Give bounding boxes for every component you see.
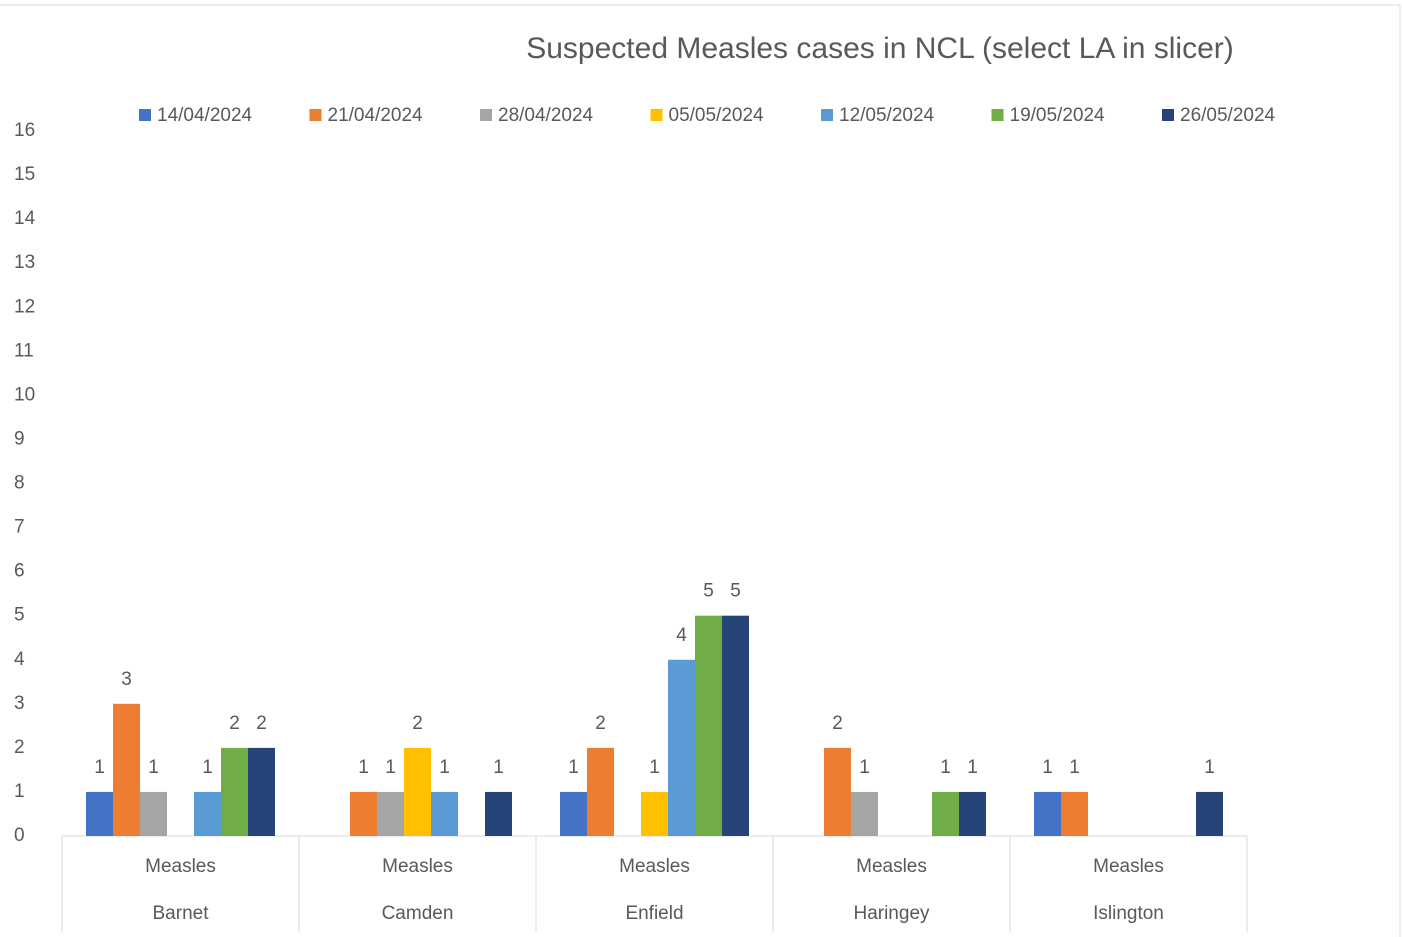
y-tick-label: 7 — [14, 517, 25, 538]
data-label: 5 — [730, 581, 741, 602]
x-tick-label: Measles — [856, 856, 927, 877]
y-tick-label: 3 — [14, 693, 25, 714]
bar — [668, 659, 695, 836]
y-tick-label: 2 — [14, 737, 25, 758]
legend-swatch — [991, 109, 1004, 121]
bar — [377, 791, 404, 836]
x-tick-label: Measles — [382, 856, 453, 877]
bar — [194, 791, 221, 836]
data-label: 1 — [1069, 757, 1080, 778]
legend-label: 19/05/2024 — [1010, 105, 1106, 126]
bar — [722, 615, 749, 836]
y-tick-label: 4 — [14, 649, 25, 670]
bar — [1034, 791, 1061, 836]
data-label: 1 — [493, 757, 504, 778]
y-tick-label: 16 — [14, 120, 35, 141]
bar — [560, 791, 587, 836]
bar — [350, 791, 377, 836]
y-tick-label: 9 — [14, 428, 25, 449]
data-label: 3 — [121, 669, 132, 690]
legend-swatch — [1162, 109, 1174, 121]
data-label: 1 — [1042, 757, 1053, 778]
legend-label: 26/05/2024 — [1180, 105, 1276, 126]
y-tick-label: 11 — [14, 340, 34, 361]
bar — [248, 747, 275, 836]
legend-swatch — [309, 109, 322, 121]
legend-label: 21/04/2024 — [328, 105, 424, 126]
y-tick-label: 12 — [14, 296, 35, 317]
data-label: 1 — [859, 757, 870, 778]
bar — [485, 791, 512, 836]
bar — [431, 791, 458, 836]
data-label: 1 — [439, 757, 450, 778]
data-label: 2 — [256, 713, 267, 734]
data-label: 1 — [202, 757, 213, 778]
bar — [932, 791, 959, 836]
y-tick-label: 8 — [14, 473, 25, 494]
data-label: 5 — [703, 581, 714, 602]
data-label: 1 — [568, 757, 579, 778]
x-group-label: Barnet — [153, 903, 210, 924]
y-tick-label: 0 — [14, 825, 25, 846]
bar — [404, 747, 431, 836]
legend-label: 14/04/2024 — [157, 105, 253, 126]
y-tick-label: 6 — [14, 561, 25, 582]
x-group-label: Enfield — [625, 903, 683, 924]
y-tick-label: 5 — [14, 605, 25, 626]
legend-swatch — [139, 109, 151, 121]
bar — [959, 791, 986, 836]
bar — [113, 703, 140, 836]
y-tick-label: 1 — [14, 781, 25, 802]
data-label: 2 — [595, 713, 606, 734]
y-tick-label: 13 — [14, 252, 35, 273]
data-label: 2 — [832, 713, 843, 734]
bar — [641, 791, 668, 836]
x-group-label: Islington — [1093, 903, 1164, 924]
data-label: 1 — [94, 757, 105, 778]
y-tick-label: 14 — [14, 208, 36, 229]
bar — [1196, 791, 1223, 836]
bar — [221, 747, 248, 836]
y-tick-label: 10 — [14, 384, 35, 405]
data-label: 2 — [412, 713, 423, 734]
data-label: 1 — [385, 757, 396, 778]
data-label: 4 — [676, 625, 687, 646]
bar — [695, 615, 722, 836]
data-label: 1 — [649, 757, 660, 778]
x-tick-label: Measles — [1093, 856, 1164, 877]
data-label: 1 — [940, 757, 951, 778]
data-label: 2 — [229, 713, 240, 734]
x-group-label: Camden — [382, 903, 454, 924]
legend-swatch — [821, 109, 833, 121]
x-tick-label: Measles — [145, 856, 216, 877]
data-label: 1 — [1204, 757, 1215, 778]
bar — [824, 747, 851, 836]
legend-label: 28/04/2024 — [498, 105, 594, 126]
x-tick-label: Measles — [619, 856, 690, 877]
bar — [140, 791, 167, 836]
legend-label: 05/05/2024 — [669, 105, 765, 126]
chart-title: Suspected Measles cases in NCL (select L… — [526, 32, 1234, 65]
legend-swatch — [480, 109, 492, 121]
bar — [851, 791, 878, 836]
data-label: 1 — [148, 757, 159, 778]
data-label: 1 — [967, 757, 978, 778]
bar — [1061, 791, 1088, 836]
bar — [86, 791, 113, 836]
x-group-label: Haringey — [853, 903, 930, 924]
y-tick-label: 15 — [14, 164, 35, 185]
data-label: 1 — [358, 757, 369, 778]
bar — [587, 747, 614, 836]
legend-label: 12/05/2024 — [839, 105, 935, 126]
legend-swatch — [650, 109, 663, 121]
